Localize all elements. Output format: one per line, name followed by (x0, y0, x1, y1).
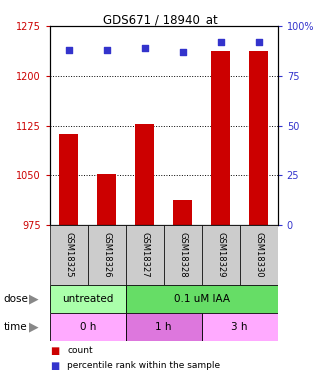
Point (180, 49, 185, 55)
Text: time: time (3, 322, 27, 332)
Text: ▶: ▶ (29, 321, 39, 334)
Text: 1 h: 1 h (155, 322, 172, 332)
Text: GSM18326: GSM18326 (102, 232, 111, 278)
Bar (126, 285, 278, 313)
Text: GSM18327: GSM18327 (140, 232, 149, 278)
Text: GDS671 / 18940_at: GDS671 / 18940_at (103, 13, 218, 26)
Bar (50, 313, 126, 341)
Bar (211, 51, 230, 225)
Point (218, 39, 223, 45)
Text: ■: ■ (50, 346, 59, 356)
Text: percentile rank within the sample: percentile rank within the sample (67, 361, 221, 370)
Bar (202, 225, 240, 285)
Text: count: count (67, 346, 93, 355)
Bar (249, 51, 268, 225)
Text: 3 h: 3 h (231, 322, 248, 332)
Text: GSM18330: GSM18330 (254, 232, 263, 278)
Bar (240, 225, 278, 285)
Point (104, 47, 109, 53)
Bar (59, 134, 78, 225)
Bar (88, 225, 126, 285)
Point (66, 47, 71, 53)
Text: untreated: untreated (62, 294, 113, 304)
Text: ▶: ▶ (29, 292, 39, 306)
Text: 0.1 uM IAA: 0.1 uM IAA (174, 294, 230, 304)
Text: GSM18325: GSM18325 (64, 232, 73, 278)
Point (256, 39, 261, 45)
Bar (126, 313, 202, 341)
Text: GSM18328: GSM18328 (178, 232, 187, 278)
Bar (50, 225, 88, 285)
Bar (135, 124, 154, 225)
Bar (164, 225, 202, 285)
Bar (126, 225, 164, 285)
Text: ■: ■ (50, 360, 59, 370)
Bar (173, 200, 192, 225)
Text: GSM18329: GSM18329 (216, 232, 225, 278)
Bar (97, 174, 116, 225)
Bar (50, 285, 126, 313)
Bar (202, 313, 278, 341)
Text: dose: dose (3, 294, 28, 304)
Point (142, 45, 147, 51)
Text: 0 h: 0 h (80, 322, 96, 332)
